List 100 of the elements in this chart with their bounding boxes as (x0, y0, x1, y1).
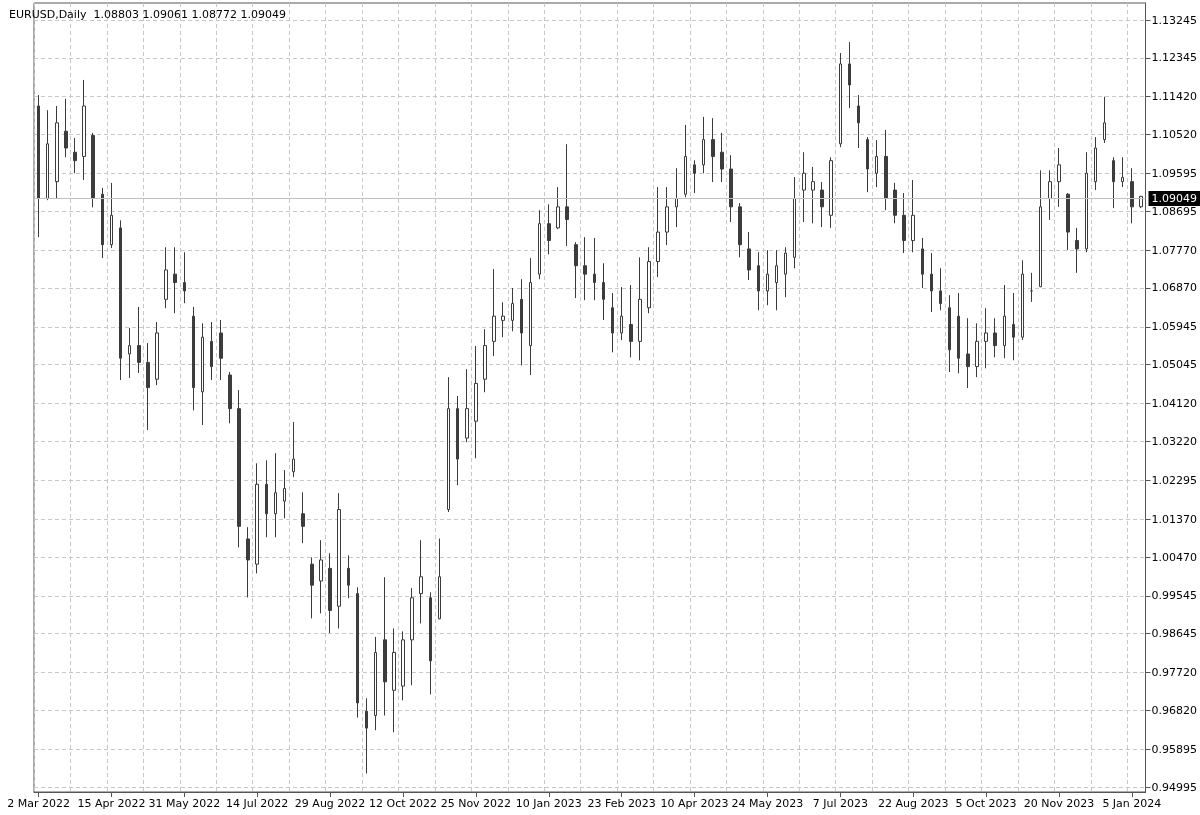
candlestick (547, 203, 551, 255)
candlestick (347, 554, 350, 599)
candlestick (738, 202, 742, 258)
candlestick (501, 301, 505, 338)
candlestick (556, 186, 560, 230)
y-tick-label: 1.04120 (1151, 397, 1198, 411)
candlestick (1012, 292, 1015, 361)
candlestick (1003, 284, 1006, 359)
candlestick (1066, 192, 1070, 251)
x-tick-label: 31 May 2022 (148, 797, 221, 810)
x-tick-label: 23 Feb 2023 (587, 797, 656, 810)
candlestick (893, 182, 897, 224)
candlestick (274, 452, 277, 538)
candlestick (155, 321, 159, 386)
candlestick (401, 630, 405, 701)
candlestick (365, 697, 368, 774)
y-tick-label: 1.08695 (1151, 204, 1198, 218)
candlestick (201, 322, 204, 426)
candlestick (775, 249, 778, 311)
candlestick (1103, 96, 1106, 144)
y-tick-label: 1.00470 (1151, 550, 1198, 564)
candlestick (593, 237, 596, 301)
candlestick (656, 186, 660, 278)
candlestick (328, 552, 332, 634)
candlestick (483, 328, 487, 393)
y-tick-label: 1.06870 (1151, 281, 1198, 295)
candlestick (729, 154, 733, 223)
candlestick (1112, 156, 1115, 209)
candlestick (101, 187, 104, 259)
candlestick (538, 209, 541, 280)
candlestick (419, 539, 423, 624)
candlestick (356, 586, 359, 719)
candlestick (91, 132, 95, 208)
candlestick (374, 636, 377, 731)
candlestick (438, 538, 441, 620)
candlestick (301, 491, 305, 544)
candlestick (429, 591, 432, 695)
candlestick (848, 41, 851, 109)
candlestick (875, 139, 878, 188)
y-tick-label: 1.12345 (1151, 51, 1198, 65)
x-tick-label: 15 Apr 2022 (77, 797, 146, 810)
candlestick (757, 251, 760, 311)
y-tick-label: 1.02295 (1151, 473, 1198, 487)
x-tick-label: 29 Aug 2022 (294, 797, 366, 810)
candlestick (665, 186, 669, 246)
candlestick (1085, 151, 1088, 253)
candlestick (802, 151, 806, 223)
candlestick (310, 556, 314, 619)
candlestick (857, 94, 860, 149)
candlestick (119, 219, 122, 381)
y-tick-label: 1.10520 (1151, 128, 1198, 142)
candlestick (383, 576, 387, 716)
candlestick (675, 167, 678, 228)
candlestick (921, 237, 924, 289)
candlestick (210, 321, 213, 381)
candlestick (128, 327, 131, 379)
y-tick-label: 1.05045 (1151, 358, 1198, 372)
candlestick (173, 246, 177, 314)
candlestick (693, 159, 696, 194)
candlestick (292, 421, 295, 478)
x-tick-label: 10 Apr 2023 (660, 797, 729, 810)
text: EURUSD,Daily 1.08803 1.09061 1.08772 1.09049 (9, 8, 286, 21)
y-tick-label: 0.98645 (1151, 627, 1198, 641)
candlestick (73, 137, 77, 174)
candlestick (447, 376, 450, 513)
candlestick (465, 368, 469, 443)
candlestick (711, 117, 715, 183)
candlestick (492, 268, 496, 357)
candlestick (529, 257, 532, 376)
candlestick (46, 109, 49, 201)
candlestick (902, 192, 906, 254)
ref-line-label: 1.09049 (1151, 191, 1198, 205)
candlestick (192, 306, 195, 411)
candlestick (456, 395, 459, 486)
candlestick (647, 246, 651, 314)
candlestick (939, 267, 942, 311)
x-tick-label: 24 May 2023 (731, 797, 804, 810)
candlestick (766, 249, 769, 306)
y-tick-label: 1.05945 (1151, 320, 1198, 334)
candlestick (993, 317, 997, 358)
candlestick (82, 79, 86, 181)
candlestick (611, 292, 614, 353)
candlestick (702, 116, 705, 174)
candlestick (829, 156, 833, 229)
x-tick-label: 20 Nov 2023 (1023, 797, 1095, 810)
candlestick (784, 246, 787, 298)
y-tick-label: 0.95895 (1151, 742, 1198, 756)
x-tick-label: 7 Jul 2023 (812, 797, 868, 810)
candlestick (984, 307, 988, 369)
candlestick (811, 166, 815, 224)
candlestick (246, 526, 250, 598)
x-tick-label: 5 Oct 2023 (955, 797, 1017, 810)
candlestick (319, 539, 323, 614)
candlestick (966, 317, 970, 389)
candlestick (1075, 227, 1079, 274)
candlestick (602, 262, 605, 321)
x-tick-label: 5 Jan 2024 (1102, 797, 1162, 810)
candlestick (1057, 147, 1061, 208)
y-tick-label: 0.96820 (1151, 703, 1198, 717)
y-tick-label: 1.03220 (1151, 434, 1198, 448)
